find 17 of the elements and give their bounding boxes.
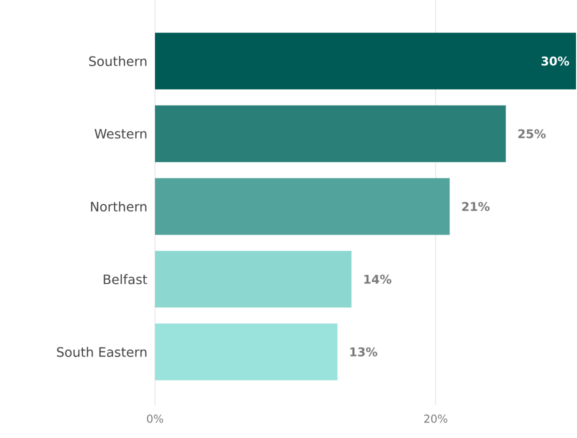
y-tick-label: Western: [94, 128, 146, 139]
bar: [155, 324, 338, 380]
data-label: 25%: [518, 129, 546, 138]
bar: [155, 32, 576, 90]
data-label: 21%: [462, 202, 490, 212]
bar: [155, 178, 450, 235]
y-tick-label: Belfast: [104, 274, 148, 284]
bar: [155, 105, 506, 162]
data-label: 30%: [542, 56, 570, 66]
data-label: 14%: [364, 274, 392, 284]
y-tick-label: South Eastern: [57, 346, 146, 357]
bar: [155, 250, 352, 308]
x-tick-label: 0%: [147, 414, 164, 423]
x-tick-label: 20%: [424, 414, 448, 423]
y-tick-label: Northern: [91, 201, 146, 212]
y-tick-label: Southern: [89, 56, 146, 66]
data-label: 13%: [350, 347, 378, 356]
